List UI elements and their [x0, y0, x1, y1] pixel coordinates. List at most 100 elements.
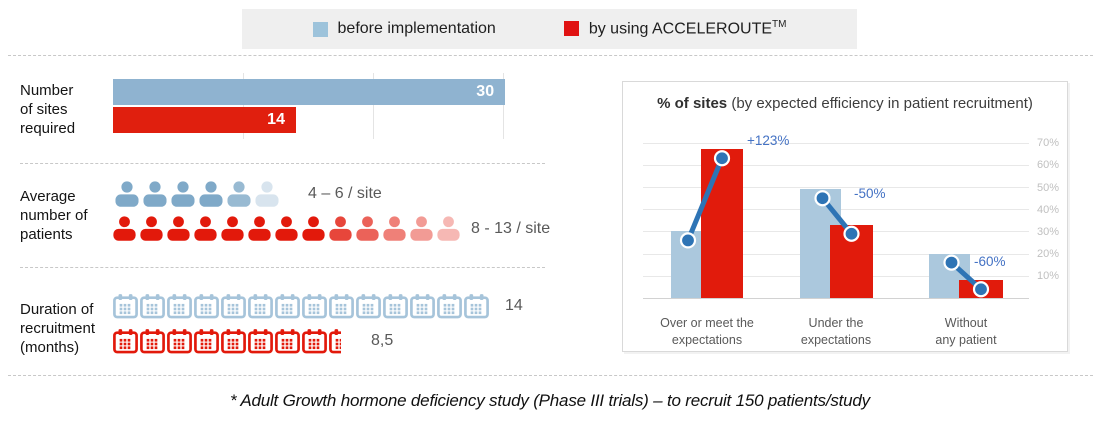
chart-title-main: % of sites: [657, 95, 728, 112]
calendar-icon: [221, 327, 246, 355]
person-icon: [197, 179, 225, 209]
person-icon: [192, 213, 219, 244]
legend-item-after: by using ACCELEROUTETM: [563, 19, 787, 38]
calendar-icon: [140, 292, 165, 320]
calendar-icon: [248, 327, 273, 355]
calendar-icon: [329, 292, 354, 320]
calendar-icon: [329, 327, 341, 355]
legend-swatch-after-icon: [563, 21, 579, 37]
calendar-icon: [464, 292, 489, 320]
category-label-over: Over or meet the expectations: [660, 316, 754, 347]
bar-after-2: [959, 280, 1003, 298]
person-icon: [246, 213, 273, 244]
person-icon: [225, 179, 253, 209]
person-icon: [273, 213, 300, 244]
calendar-icon: [167, 327, 192, 355]
calendar-icon: [194, 292, 219, 320]
calendar-icon: [275, 327, 300, 355]
sites-gridline: [373, 73, 374, 139]
legend-swatch-before-icon: [312, 21, 328, 37]
patients-icons-before: [113, 179, 281, 209]
separator-patients-duration: [20, 267, 545, 268]
bar-before-0: [671, 231, 701, 298]
person-icon: [300, 213, 327, 244]
calendar-icon: [383, 292, 408, 320]
annotation-without: -60%: [974, 254, 1006, 269]
patients-value-after: 8 - 13 / site: [471, 219, 551, 237]
sites-bar-before: 30: [113, 79, 506, 105]
calendar-icon: [302, 292, 327, 320]
separator-top: [8, 55, 1093, 56]
calendar-icon: [221, 292, 246, 320]
duration-row-after: 8,5: [113, 327, 393, 355]
bar-after-1: [830, 224, 873, 298]
duration-row-before: 14: [113, 292, 523, 320]
person-icon: [141, 179, 169, 209]
gridline: [643, 142, 1029, 144]
calendar-icon: [113, 292, 138, 320]
separator-sites-patients: [20, 163, 545, 164]
person-icon: [253, 179, 281, 209]
sites-value-before: 30: [476, 83, 495, 100]
category-label-without: Without any patient: [935, 316, 997, 347]
person-icon: [219, 213, 246, 244]
person-icon: [169, 179, 197, 209]
footnote: * Adult Growth hormone deficiency study …: [230, 391, 870, 410]
section-label-duration: Duration of recruitment (months): [20, 301, 96, 356]
y-axis-tick: 40%: [1037, 203, 1060, 216]
legend-label-after: by using ACCELEROUTETM: [588, 19, 787, 38]
person-icon: [354, 213, 381, 244]
y-axis-tick: 60%: [1037, 159, 1060, 172]
person-icon: [138, 213, 165, 244]
calendar-icon: [356, 292, 381, 320]
y-axis-tick: 10%: [1037, 270, 1060, 283]
annotation-over: +123%: [747, 133, 790, 148]
calendar-icon: [275, 292, 300, 320]
x-axis-baseline: [643, 298, 1029, 299]
efficiency-chart-title: % of sites (by expected efficiency in pa…: [623, 95, 1067, 112]
duration-icons-after: [113, 327, 343, 355]
legend-label-before: before implementation: [337, 20, 496, 37]
gridline: [643, 187, 1029, 188]
patients-value-before: 4 – 6 / site: [308, 185, 382, 202]
duration-value-after: 8,5: [371, 332, 394, 349]
y-axis-tick: 20%: [1037, 248, 1060, 261]
sites-bar-after: 14: [113, 107, 296, 133]
chart-title-subtitle: (by expected efficiency in patient recru…: [727, 95, 1033, 112]
legend: before implementation by using ACCELEROU…: [242, 9, 857, 49]
calendar-icon: [437, 292, 462, 320]
sites-value-after: 14: [267, 111, 285, 128]
person-icon: [408, 213, 435, 244]
section-label-patients: Average number of patients: [20, 188, 88, 243]
y-axis-tick: 70%: [1037, 137, 1060, 150]
calendar-icon: [194, 327, 219, 355]
person-icon: [113, 179, 141, 209]
patients-icons-after: [111, 213, 462, 244]
person-icon: [327, 213, 354, 244]
trend-line-overlay: [679, 150, 990, 298]
calendar-icon: [140, 327, 165, 355]
category-label-under: Under the expectations: [800, 316, 872, 347]
sites-gridline: [503, 73, 504, 139]
annotation-under: -50%: [854, 186, 886, 201]
calendar-icon: [248, 292, 273, 320]
person-icon: [381, 213, 408, 244]
trademark-superscript: TM: [772, 19, 787, 31]
calendar-icon: [410, 292, 435, 320]
separator-footer: [8, 375, 1093, 376]
patients-row-before: 4 – 6 / site: [113, 179, 382, 209]
sites-gridline: [243, 73, 244, 139]
duration-icons-before: [113, 292, 491, 320]
duration-value-before: 14: [505, 297, 523, 314]
person-icon: [435, 213, 462, 244]
gridline: [643, 164, 1029, 166]
y-axis-tick: 30%: [1037, 225, 1060, 238]
section-label-sites: Number of sites required: [20, 82, 76, 137]
person-icon: [165, 213, 192, 244]
efficiency-chart-panel: % of sites (by expected efficiency in pa…: [622, 81, 1068, 352]
legend-item-before: before implementation: [312, 20, 496, 38]
y-axis-tick: 50%: [1037, 181, 1060, 194]
calendar-icon: [167, 292, 192, 320]
person-icon: [111, 213, 138, 244]
